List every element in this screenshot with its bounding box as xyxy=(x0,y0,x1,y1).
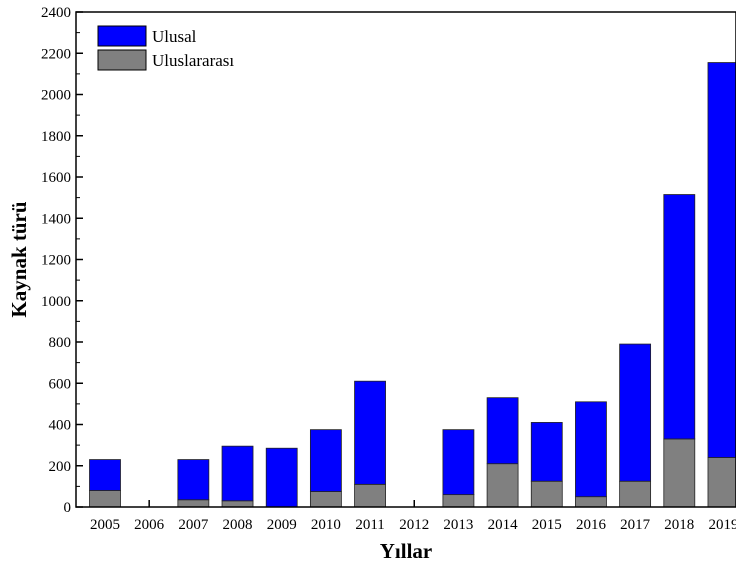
y-tick-label: 800 xyxy=(49,335,72,351)
x-tick-label: 2018 xyxy=(664,517,694,533)
x-tick-label: 2007 xyxy=(178,517,209,533)
y-tick-label: 2000 xyxy=(41,88,71,104)
legend-label-uluslararasi: Uluslararası xyxy=(152,51,234,70)
bar-ulusal-2018 xyxy=(663,194,696,440)
x-tick-label: 2014 xyxy=(488,517,519,533)
x-axis-ticks: 2005 2006 2007 2008 2009 2010 2011 2012 2013 2014… xyxy=(90,500,736,533)
y-tick-label: 1200 xyxy=(41,253,71,269)
x-tick-label: 2015 xyxy=(532,517,562,533)
x-tick-label: 2012 xyxy=(399,517,429,533)
bar-uluslararas--2017 xyxy=(619,480,652,508)
x-tick-label: 2013 xyxy=(443,517,473,533)
y-tick-label: 1400 xyxy=(41,211,71,227)
bar-ulusal-2013 xyxy=(442,429,475,496)
y-tick-label: 1800 xyxy=(41,129,71,145)
bar-uluslararas--2018 xyxy=(663,438,696,508)
x-tick-label: 2019 xyxy=(708,517,736,533)
bar-uluslararas--2008 xyxy=(221,500,254,508)
bar-uluslararas--2010 xyxy=(309,491,342,508)
y-tick-label: 0 xyxy=(64,500,72,516)
bar-uluslararas--2013 xyxy=(442,494,475,508)
bar-ulusal-2005 xyxy=(89,459,121,491)
legend-label-ulusal: Ulusal xyxy=(152,27,197,46)
y-axis-title: Kaynak türü xyxy=(7,201,31,317)
bar-ulusal-2008 xyxy=(221,445,254,502)
x-tick-label: 2006 xyxy=(134,517,165,533)
x-tick-label: 2008 xyxy=(223,517,253,533)
bar-uluslararas--2015 xyxy=(530,480,563,508)
y-tick-label: 2200 xyxy=(41,46,71,62)
bar-ulusal-2007 xyxy=(177,459,210,501)
bar-ulusal-2010 xyxy=(309,429,342,492)
x-tick-label: 2011 xyxy=(355,517,384,533)
bar-ulusal-2017 xyxy=(619,343,652,482)
y-axis-ticks: 0 200 400 600 800 1000 1200 1400 1600 1800 2000 220… xyxy=(41,5,83,516)
bar-ulusal-2015 xyxy=(530,422,563,482)
bar-uluslararas--2007 xyxy=(177,499,210,508)
bar-ulusal-2009 xyxy=(265,447,298,508)
bar-uluslararas--2016 xyxy=(575,496,607,508)
bar-uluslararas--2014 xyxy=(486,463,519,508)
bar-uluslararas--2019 xyxy=(707,457,736,508)
legend-swatch-uluslararasi xyxy=(97,49,147,71)
bar-uluslararas--2005 xyxy=(89,490,121,508)
plot-frame xyxy=(75,11,736,508)
x-tick-label: 2009 xyxy=(267,517,297,533)
bars-group xyxy=(89,62,736,508)
legend: Ulusal Uluslararası xyxy=(97,25,234,71)
x-axis-title: Yıllar xyxy=(380,539,433,563)
y-tick-label: 2400 xyxy=(41,5,71,21)
y-tick-label: 1000 xyxy=(41,294,71,310)
legend-swatch-ulusal xyxy=(97,25,147,47)
y-tick-label: 600 xyxy=(49,376,72,392)
bar-uluslararas--2011 xyxy=(354,483,386,508)
bar-ulusal-2011 xyxy=(354,380,386,485)
x-tick-label: 2005 xyxy=(90,517,120,533)
bar-ulusal-2019 xyxy=(707,62,736,458)
bar-ulusal-2014 xyxy=(486,397,519,465)
x-tick-label: 2017 xyxy=(620,517,651,533)
y-tick-label: 400 xyxy=(49,418,72,434)
x-tick-label: 2010 xyxy=(311,517,341,533)
bar-ulusal-2016 xyxy=(575,401,607,498)
x-tick-label: 2016 xyxy=(576,517,607,533)
y-tick-label: 1600 xyxy=(41,170,71,186)
y-tick-label: 200 xyxy=(49,459,72,475)
